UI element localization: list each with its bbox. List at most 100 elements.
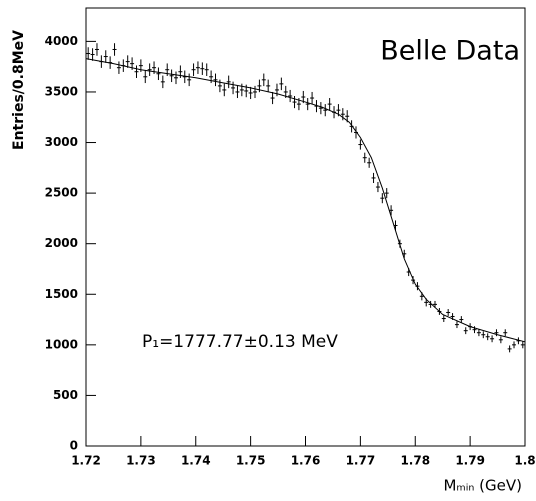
x-tick-label: 1.79	[455, 454, 485, 468]
data-point	[490, 335, 495, 343]
data-point	[349, 120, 354, 133]
x-tick-label: 1.78	[400, 454, 430, 468]
data-point	[393, 220, 398, 231]
data-point	[419, 292, 424, 301]
data-point	[200, 62, 205, 75]
data-point	[182, 70, 187, 84]
data-point	[463, 327, 468, 335]
data-point	[94, 43, 99, 56]
y-axis-label: Entries/0.8MeV	[11, 30, 27, 150]
data-point	[468, 323, 473, 331]
data-point	[446, 309, 451, 316]
data-point	[375, 181, 380, 193]
annotation: Belle Data	[380, 36, 520, 67]
data-point	[397, 239, 402, 248]
data-point	[169, 69, 174, 83]
data-point	[314, 100, 319, 113]
data-point	[152, 61, 157, 74]
data-point	[358, 139, 363, 150]
data-point	[503, 329, 508, 337]
data-point	[437, 308, 442, 315]
y-tick-label: 3500	[45, 84, 78, 98]
data-point	[520, 341, 525, 349]
data-point	[512, 341, 517, 349]
y-tick-label: 500	[53, 388, 78, 402]
data-point	[402, 249, 407, 258]
plot-frame	[85, 7, 526, 447]
data-point	[481, 331, 486, 339]
data-point	[187, 73, 192, 87]
data-point	[121, 59, 126, 72]
data-point	[507, 345, 512, 353]
data-point	[239, 83, 244, 97]
data-point	[283, 85, 288, 99]
data-point	[274, 83, 279, 97]
data-point	[318, 102, 323, 115]
data-point	[90, 48, 95, 61]
annotation: P₁=1777.77±0.13 MeV	[142, 332, 338, 352]
data-point	[138, 59, 143, 72]
data-point	[340, 108, 345, 121]
data-point	[310, 91, 315, 105]
y-tick-label: 1500	[45, 287, 78, 301]
data-point	[222, 83, 227, 97]
data-point	[353, 126, 358, 139]
data-point	[441, 315, 446, 322]
data-point	[433, 300, 438, 308]
data-point	[411, 276, 416, 285]
data-point	[296, 98, 301, 111]
data-point	[231, 81, 236, 95]
data-point	[279, 77, 284, 91]
y-tick-label: 4000	[45, 34, 78, 48]
data-point	[125, 55, 130, 68]
data-point	[424, 298, 429, 307]
data-point	[406, 267, 411, 277]
data-point	[332, 106, 337, 119]
data-point	[217, 79, 222, 93]
data-point	[108, 56, 113, 69]
data-point	[270, 91, 275, 105]
data-point	[494, 329, 499, 337]
data-point	[257, 79, 262, 93]
data-point	[336, 104, 341, 117]
data-point	[498, 336, 503, 344]
data-point	[178, 65, 183, 78]
data-point	[112, 43, 117, 56]
data-point	[116, 61, 121, 74]
data-point	[261, 73, 266, 87]
y-tick-label: 2000	[45, 236, 78, 250]
data-point	[389, 205, 394, 216]
y-tick-label: 2500	[45, 186, 78, 200]
data-point	[380, 193, 385, 204]
data-point	[450, 313, 455, 320]
data-point	[362, 152, 367, 163]
x-tick-label: 1.72	[71, 454, 101, 468]
x-axis-label: Mₘᵢₙ (GeV)	[443, 477, 522, 495]
data-point	[292, 96, 297, 109]
data-point	[244, 84, 249, 98]
data-point	[454, 321, 459, 329]
data-point	[305, 98, 310, 111]
x-tick-label: 1.75	[236, 454, 266, 468]
x-tick-label: 1.74	[181, 454, 211, 468]
data-point	[165, 63, 170, 76]
data-point	[301, 90, 306, 104]
data-point	[173, 71, 178, 85]
data-point	[384, 188, 389, 199]
x-tick-label: 1.77	[346, 454, 376, 468]
data-point	[367, 157, 372, 168]
data-point	[248, 86, 253, 100]
data-point	[327, 98, 332, 111]
data-point	[130, 57, 135, 70]
data-point	[143, 70, 148, 84]
x-tick-label: 1.76	[291, 454, 321, 468]
data-point	[134, 65, 139, 78]
data-point	[195, 61, 200, 74]
data-point	[345, 110, 350, 123]
data-point	[191, 63, 196, 76]
data-point	[472, 326, 477, 334]
y-tick-label: 3000	[45, 135, 78, 149]
data-point	[288, 89, 293, 103]
data-point	[103, 50, 108, 63]
